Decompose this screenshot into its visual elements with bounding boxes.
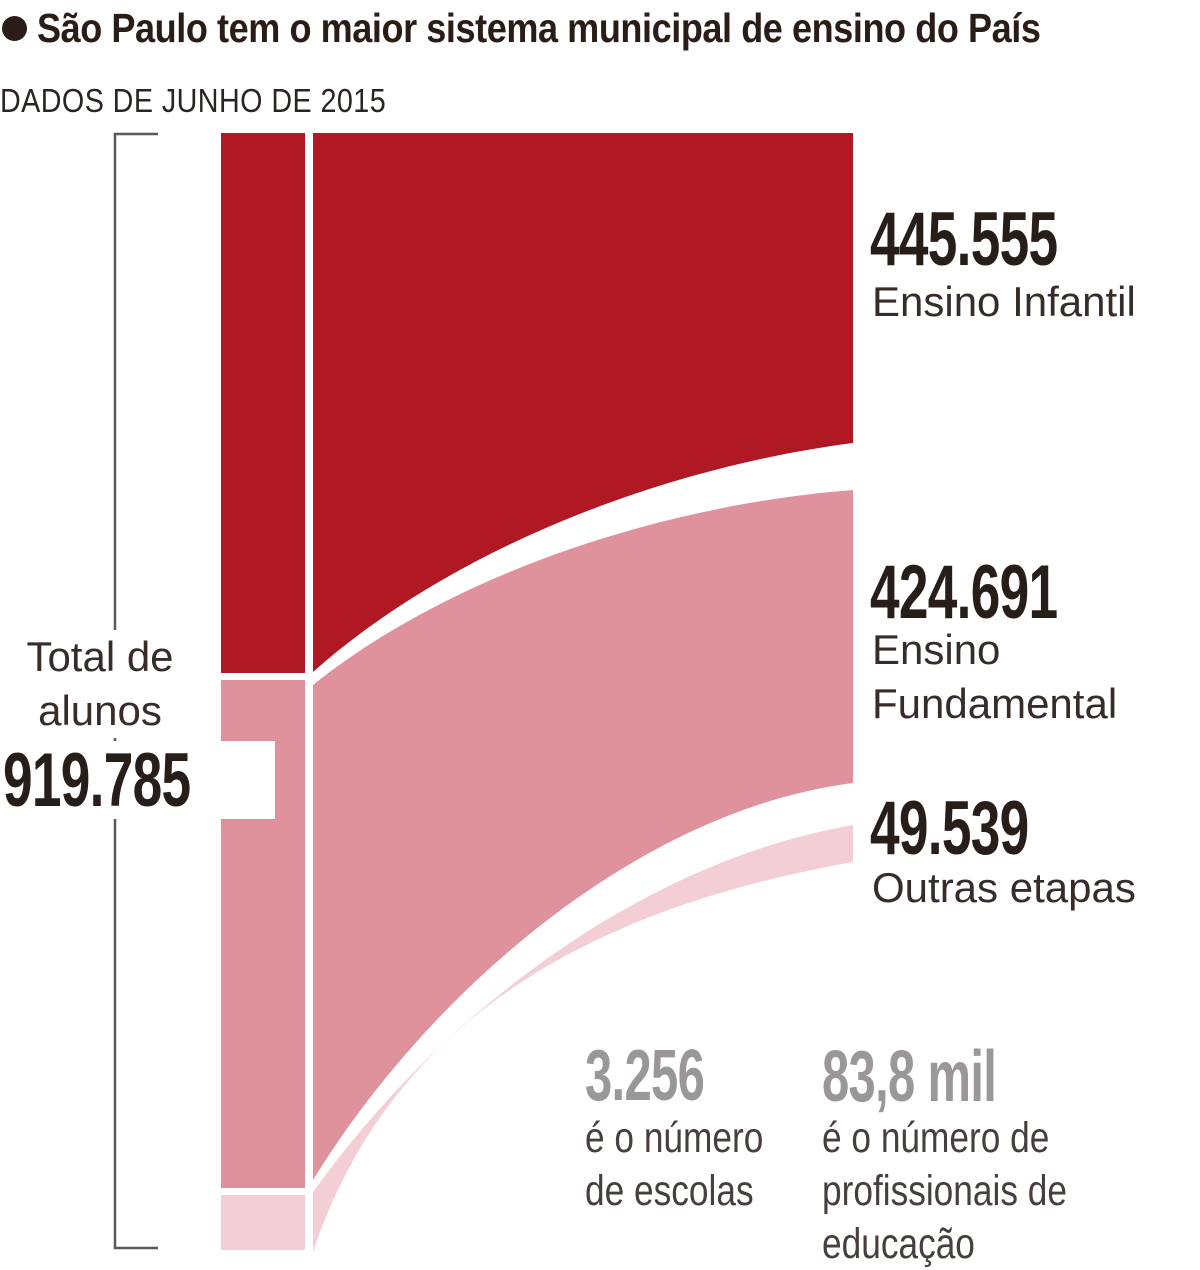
total-label: Total de alunos (0, 630, 200, 738)
fact-schools-description: é o número de escolas (585, 1112, 763, 1218)
fact-professionals-line3: educação (822, 1220, 975, 1268)
bar-segment-ensino-infantil (221, 133, 305, 673)
label-outras-etapas: Outras etapas (872, 864, 1136, 911)
fact-professionals-value: 83,8 mil (822, 1037, 997, 1117)
bar-segment-outras-etapas (221, 1195, 305, 1250)
fact-schools-line1: é o número (585, 1114, 764, 1162)
title-bullet-icon (2, 16, 27, 41)
fact-professionals-line1: é o número de (822, 1114, 1050, 1162)
fact-schools-line2: de escolas (585, 1167, 754, 1215)
flow-band-outras-etapas (313, 825, 853, 1252)
total-value-wrap: 919.785 (1, 741, 275, 819)
value-outras-etapas: 49.539 (870, 786, 1029, 871)
total-value: 919.785 (3, 738, 191, 823)
flow-band-ensino-infantil (313, 133, 853, 672)
value-ensino-fundamental: 424.691 (870, 550, 1058, 635)
label-ensino-infantil: Ensino Infantil (872, 278, 1136, 325)
fact-professionals-description: é o número de profissionais de educação (822, 1112, 1067, 1270)
page-title: São Paulo tem o maior sistema municipal … (37, 5, 1041, 51)
fact-schools-value: 3.256 (585, 1036, 705, 1116)
chart-subtitle: DADOS DE JUNHO DE 2015 (0, 82, 387, 119)
value-ensino-infantil: 445.555 (870, 197, 1058, 282)
total-label-line2: alunos (38, 687, 162, 734)
fact-professionals-line2: profissionais de (822, 1167, 1068, 1215)
total-label-line1: Total de (26, 633, 174, 680)
label-ensino-fundamental-line2: Fundamental (872, 680, 1118, 727)
flow-band-ensino-fundamental (313, 490, 853, 1180)
label-ensino-fundamental: Ensino Fundamental (872, 623, 1117, 731)
label-ensino-fundamental-line1: Ensino (872, 626, 1001, 673)
